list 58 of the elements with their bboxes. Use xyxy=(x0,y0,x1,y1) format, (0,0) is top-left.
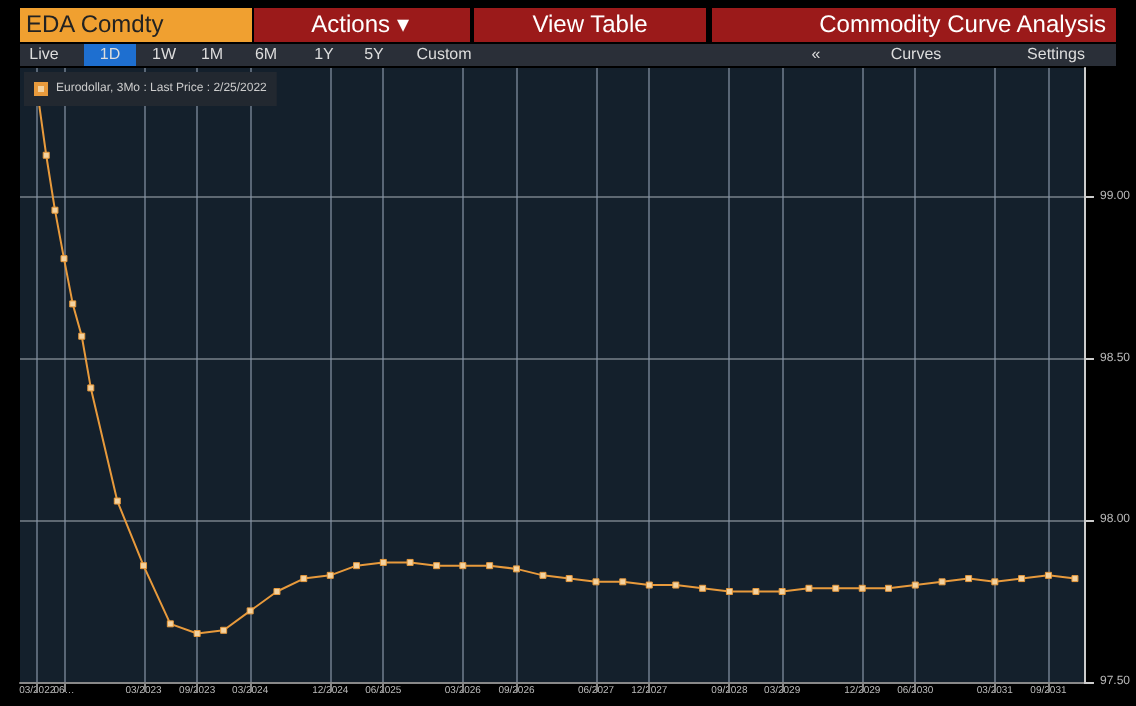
point xyxy=(193,630,201,638)
point xyxy=(539,571,547,579)
text: « xyxy=(811,45,822,63)
point xyxy=(858,584,866,592)
point xyxy=(51,206,59,214)
point xyxy=(78,332,86,340)
point xyxy=(619,578,627,586)
point xyxy=(220,626,228,634)
point xyxy=(1044,571,1052,579)
text: Actions ▾ xyxy=(311,10,409,38)
text: 1Y xyxy=(314,45,336,63)
point xyxy=(353,562,360,570)
text: 1W xyxy=(152,45,177,63)
point xyxy=(991,578,999,586)
text: 5Y xyxy=(364,45,386,63)
point xyxy=(166,620,174,628)
point xyxy=(645,581,653,589)
point xyxy=(69,300,77,308)
point xyxy=(246,607,254,615)
point xyxy=(938,578,946,586)
text: View Table xyxy=(532,10,649,38)
point xyxy=(379,558,387,566)
point xyxy=(140,562,148,570)
text: 1D xyxy=(99,45,121,63)
point xyxy=(42,151,50,159)
point xyxy=(911,581,919,589)
point xyxy=(433,562,441,570)
point xyxy=(884,584,892,592)
point xyxy=(273,588,281,596)
point xyxy=(406,558,414,566)
point xyxy=(805,584,813,592)
point xyxy=(965,575,973,583)
point xyxy=(87,384,95,392)
point xyxy=(486,562,494,570)
point xyxy=(60,255,68,263)
point xyxy=(1018,575,1026,583)
point xyxy=(778,588,786,596)
text: Curves xyxy=(890,45,942,63)
point xyxy=(699,584,707,592)
point xyxy=(752,588,760,596)
text: Live xyxy=(29,45,60,63)
text: 1M xyxy=(200,45,224,63)
point xyxy=(512,565,520,573)
text: Custom xyxy=(416,45,473,63)
chart-title: EDA Comdty xyxy=(26,10,164,38)
text: Commodity Curve Analysis xyxy=(819,10,1106,38)
point xyxy=(459,562,467,570)
point xyxy=(300,575,308,583)
point xyxy=(326,571,334,579)
point xyxy=(592,578,600,586)
text: 6M xyxy=(254,45,278,63)
point xyxy=(565,575,573,583)
point xyxy=(672,581,680,589)
point xyxy=(113,497,121,505)
point xyxy=(725,588,733,596)
text: Settings xyxy=(1027,45,1085,63)
point xyxy=(1071,575,1079,583)
point xyxy=(832,584,840,592)
